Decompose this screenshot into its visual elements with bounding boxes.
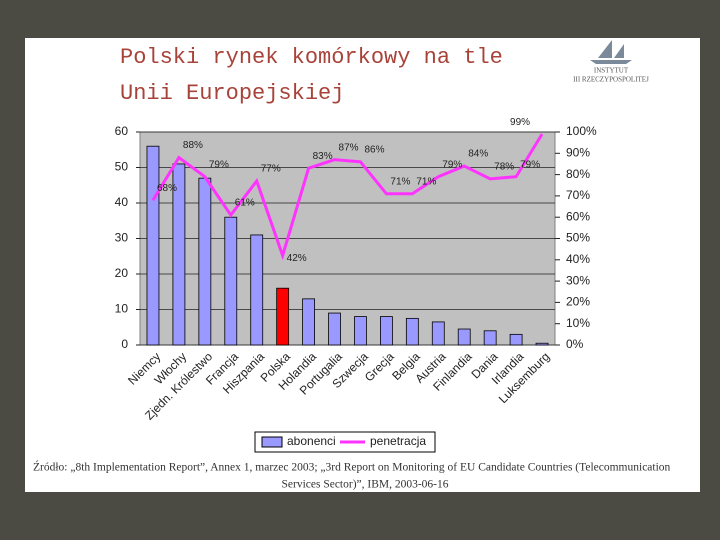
y2-tick-label: 20% xyxy=(566,295,590,309)
bar xyxy=(224,216,238,346)
data-label: 61% xyxy=(235,198,255,209)
data-label: 78% xyxy=(494,162,514,173)
logo-text: III RZECZYPOSPOLITEJ xyxy=(573,76,649,84)
bar xyxy=(328,312,341,346)
data-label: 83% xyxy=(313,151,333,162)
bar xyxy=(431,321,445,346)
bar xyxy=(509,333,523,346)
data-label: 79% xyxy=(520,159,540,170)
bar xyxy=(405,317,419,346)
data-label: 68% xyxy=(157,183,177,194)
y2-tick-label: 50% xyxy=(566,231,590,245)
y2-tick-label: 80% xyxy=(566,167,590,181)
y2-tick-label: 30% xyxy=(566,273,590,287)
legend-label: penetracja xyxy=(370,434,426,448)
y-tick-label: 40 xyxy=(115,195,129,209)
y2-tick-label: 0% xyxy=(566,337,584,351)
legend-label: abonenci xyxy=(287,434,336,448)
data-label: 84% xyxy=(468,149,488,160)
bar xyxy=(276,287,290,346)
y2-tick-label: 70% xyxy=(566,188,590,202)
data-label: 79% xyxy=(209,159,229,170)
x-tick-label: Grecja xyxy=(362,349,397,384)
data-label: 86% xyxy=(364,144,384,155)
data-label: 87% xyxy=(339,142,359,153)
data-label: 77% xyxy=(261,164,281,175)
bar xyxy=(457,328,471,346)
legend-swatch xyxy=(261,436,283,448)
title-line: Unii Europejskiej xyxy=(120,81,344,106)
y2-tick-label: 40% xyxy=(566,252,590,266)
bar xyxy=(302,298,315,346)
bar xyxy=(535,342,549,346)
logo: INSTYTUT III RZECZYPOSPOLITEJ xyxy=(573,40,649,84)
source: Services Sector)”, IBM, 2003-06-16 xyxy=(281,479,448,491)
y-tick-label: 0 xyxy=(121,337,128,351)
data-label: 88% xyxy=(183,140,203,151)
data-label: 42% xyxy=(287,253,307,264)
bar xyxy=(380,316,393,346)
title-line: Polski rynek komórkowy na tle xyxy=(120,45,503,70)
y-tick-label: 20 xyxy=(115,266,129,280)
bar xyxy=(354,316,367,346)
logo-text: INSTYTUT xyxy=(594,67,629,75)
line xyxy=(151,133,544,261)
y-tick-label: 60 xyxy=(115,124,129,138)
data-label: 71% xyxy=(390,176,410,187)
data-label: 99% xyxy=(510,117,530,128)
source: Źródło: „8th Implementation Report”, Ann… xyxy=(33,460,671,474)
y2-tick-label: 100% xyxy=(566,124,597,138)
bar xyxy=(172,163,186,346)
bar xyxy=(250,234,264,346)
y-tick-label: 30 xyxy=(115,231,129,245)
y-tick-label: 10 xyxy=(115,302,129,316)
bar xyxy=(483,330,497,346)
y-tick-label: 50 xyxy=(115,160,129,174)
y2-tick-label: 90% xyxy=(566,145,590,159)
data-label: 79% xyxy=(442,159,462,170)
logo-icon xyxy=(590,40,632,64)
bar xyxy=(198,177,212,346)
y2-tick-label: 60% xyxy=(566,209,590,223)
data-label: 71% xyxy=(416,176,436,187)
bar xyxy=(146,145,160,346)
y2-tick-label: 10% xyxy=(566,316,590,330)
